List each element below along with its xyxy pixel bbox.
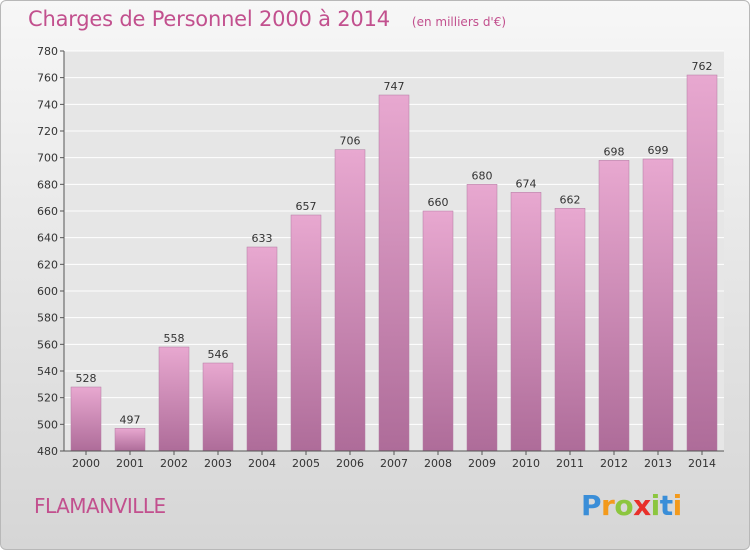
logo-letter: o	[614, 489, 634, 522]
chart-title-text: Charges de Personnel 2000 à 2014	[28, 7, 390, 31]
city-name: FLAMANVILLE	[34, 494, 166, 518]
data-label-2007: 747	[384, 80, 405, 93]
bar-2004	[246, 246, 278, 452]
data-label-2001: 497	[120, 413, 141, 426]
bar-2014	[686, 74, 718, 452]
bar-2011	[554, 208, 586, 452]
x-tick-label-2009: 2009	[468, 457, 496, 470]
chart-subtitle: (en milliers d'€)	[411, 15, 507, 29]
x-tick-label-2001: 2001	[116, 457, 144, 470]
data-label-2009: 680	[472, 169, 493, 182]
chart-title: Charges de Personnel 2000 à 2014 (en mill…	[28, 7, 506, 31]
x-tick-label-2000: 2000	[72, 457, 100, 470]
bar-2013	[642, 158, 674, 452]
x-tick-label-2014: 2014	[688, 457, 716, 470]
y-tick-label: 480	[37, 445, 58, 458]
y-axis-tick-labels: 480 500 520 540 560 580 600 620 640 660 680 700 720 7…	[37, 45, 64, 458]
logo-letter: i	[672, 489, 683, 522]
x-tick-label-2007: 2007	[380, 457, 408, 470]
proxiti-logo[interactable]: Proxiti	[581, 489, 682, 522]
x-tick-label-2002: 2002	[160, 457, 188, 470]
data-label-2004: 633	[252, 232, 273, 245]
x-tick-label-2011: 2011	[556, 457, 584, 470]
data-label-2006: 706	[340, 135, 361, 148]
y-tick-label: 680	[37, 178, 58, 191]
y-tick-label: 500	[37, 418, 58, 431]
data-label-2008: 660	[428, 196, 449, 209]
data-label-2000: 528	[76, 372, 97, 385]
y-tick-label: 560	[37, 338, 58, 351]
data-label-2013: 699	[648, 144, 669, 157]
data-label-2014: 762	[692, 60, 713, 73]
bar-2002	[158, 346, 190, 452]
y-tick-label: 700	[37, 152, 58, 165]
y-tick-label: 580	[37, 312, 58, 325]
bar-2007	[378, 94, 410, 452]
bar-2000	[70, 386, 102, 452]
x-tick-label-2006: 2006	[336, 457, 364, 470]
x-tick-label-2013: 2013	[644, 457, 672, 470]
logo-letter: r	[601, 489, 615, 522]
y-tick-label: 520	[37, 392, 58, 405]
data-label-2011: 662	[560, 193, 581, 206]
x-tick-label-2003: 2003	[204, 457, 232, 470]
logo-letter: x	[633, 489, 651, 522]
bar-2010	[510, 192, 542, 452]
y-tick-label: 740	[37, 98, 58, 111]
bar-2006	[334, 149, 366, 452]
x-tick-label-2005: 2005	[292, 457, 320, 470]
bar-2001	[114, 428, 146, 452]
y-tick-label: 780	[37, 45, 58, 58]
data-label-2005: 657	[296, 200, 317, 213]
y-tick-label: 600	[37, 285, 58, 298]
data-labels: 528 497 558 546 633 657 706 747 660 680 674 662 698 6…	[76, 60, 713, 426]
x-tick-label-2010: 2010	[512, 457, 540, 470]
bar-2003	[202, 362, 234, 452]
data-label-2012: 698	[604, 145, 625, 158]
bar-2005	[290, 214, 322, 452]
logo-letter: t	[659, 489, 673, 522]
y-tick-label: 540	[37, 365, 58, 378]
x-tick-label-2004: 2004	[248, 457, 276, 470]
y-tick-label: 660	[37, 205, 58, 218]
y-tick-label: 760	[37, 72, 58, 85]
bar-2012	[598, 160, 630, 452]
x-tick-label-2012: 2012	[600, 457, 628, 470]
x-axis-tick-labels: 2000 2001 2002 2003 2004 2005 2006 2007 2008 2009…	[72, 451, 716, 470]
bars	[70, 74, 718, 452]
data-label-2002: 558	[164, 332, 185, 345]
logo-letter: P	[581, 489, 602, 522]
bar-2009	[466, 184, 498, 452]
y-tick-label: 620	[37, 258, 58, 271]
y-tick-label: 640	[37, 232, 58, 245]
bar-2008	[422, 210, 454, 452]
data-label-2010: 674	[516, 177, 537, 190]
x-tick-label-2008: 2008	[424, 457, 452, 470]
logo-letter: i	[650, 489, 661, 522]
y-tick-label: 720	[37, 125, 58, 138]
data-label-2003: 546	[208, 348, 229, 361]
